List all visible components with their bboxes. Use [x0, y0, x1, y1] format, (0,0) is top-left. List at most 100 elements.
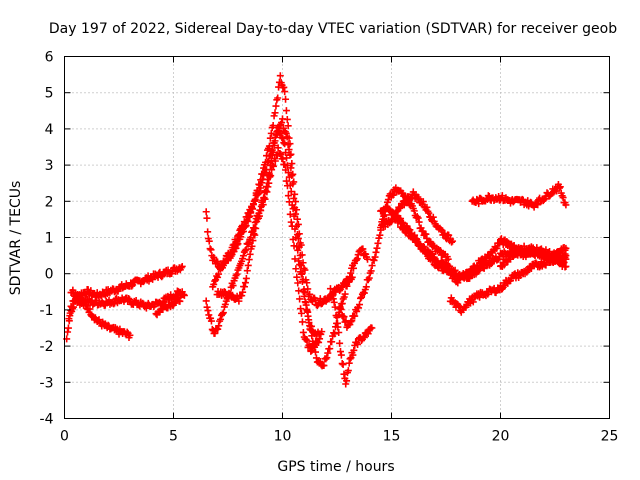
plus-marker — [261, 195, 269, 203]
y-tick-label: 1 — [45, 231, 54, 247]
plus-marker — [159, 272, 167, 280]
plus-marker — [534, 201, 542, 209]
plus-marker — [285, 198, 293, 206]
plus-marker — [355, 304, 363, 312]
plus-marker — [300, 292, 308, 300]
plus-marker — [251, 231, 259, 239]
plus-marker — [429, 213, 437, 221]
plus-marker — [370, 256, 378, 264]
plus-marker — [346, 273, 354, 281]
y-tick-label: 6 — [45, 50, 54, 66]
plus-marker — [276, 72, 284, 80]
plus-marker — [203, 303, 211, 311]
plus-marker — [376, 231, 384, 239]
plus-marker — [342, 380, 350, 388]
plus-marker — [64, 324, 72, 332]
plus-marker — [241, 279, 249, 287]
plus-marker — [214, 258, 222, 266]
plus-marker — [289, 235, 297, 243]
plus-marker — [110, 300, 118, 308]
tick-labels: 0 5 10 15 20 25 -4 -3 -2 -1 0 1 2 3 4 5 6 — [40, 50, 619, 445]
y-tick-label: 0 — [45, 267, 54, 283]
plus-marker — [227, 248, 235, 256]
plus-marker — [332, 288, 340, 296]
plus-marker — [503, 257, 511, 265]
plus-marker — [353, 255, 361, 263]
y-tick-label: 2 — [45, 194, 54, 210]
plus-marker — [359, 245, 367, 253]
plus-marker — [249, 237, 257, 245]
plus-marker — [308, 332, 316, 340]
plus-marker — [239, 288, 247, 296]
plus-marker — [244, 261, 252, 269]
plus-marker — [86, 305, 94, 313]
plus-marker — [266, 173, 274, 181]
plus-marker — [66, 312, 74, 320]
series-track-15 — [468, 180, 570, 211]
plus-marker — [206, 245, 214, 253]
plus-marker — [356, 301, 364, 309]
plus-marker — [411, 231, 419, 239]
plus-marker — [168, 269, 176, 277]
plus-marker — [278, 134, 286, 142]
plus-marker — [289, 205, 297, 213]
plus-marker — [323, 354, 331, 362]
plus-marker — [267, 147, 275, 155]
plus-marker — [493, 244, 501, 252]
plus-marker — [242, 274, 250, 282]
plus-marker — [473, 263, 481, 271]
plus-marker — [278, 119, 286, 127]
plus-marker — [257, 184, 265, 192]
plus-marker — [263, 158, 271, 166]
plus-marker — [283, 177, 291, 185]
plus-marker — [371, 253, 379, 261]
plus-marker — [158, 273, 166, 281]
plus-marker — [562, 201, 570, 209]
plus-marker — [255, 212, 263, 220]
plus-marker — [282, 149, 290, 157]
plus-marker — [243, 267, 251, 275]
plus-marker — [498, 285, 506, 293]
plus-marker — [281, 161, 289, 169]
plus-marker — [450, 272, 458, 280]
plus-marker — [217, 315, 225, 323]
plus-marker — [267, 129, 275, 137]
series-track-3 — [67, 286, 186, 312]
plus-marker — [288, 160, 296, 168]
plus-marker — [413, 238, 421, 246]
plus-marker — [354, 340, 362, 348]
plus-marker — [204, 307, 212, 315]
plus-marker — [559, 194, 567, 202]
plus-marker — [303, 279, 311, 287]
plus-marker — [233, 270, 241, 278]
plus-marker — [350, 346, 358, 354]
plus-marker — [339, 361, 347, 369]
plus-marker — [215, 322, 223, 330]
plus-marker — [272, 102, 280, 110]
plus-marker — [281, 88, 289, 96]
plus-marker — [238, 292, 246, 300]
plus-marker — [351, 312, 359, 320]
plus-marker — [344, 367, 352, 375]
plus-marker — [211, 277, 219, 285]
plus-marker — [290, 242, 298, 250]
plus-marker — [258, 179, 266, 187]
plus-marker — [343, 282, 351, 290]
plus-marker — [267, 172, 275, 180]
plus-marker — [315, 338, 323, 346]
plus-marker — [214, 325, 222, 333]
plus-marker — [239, 252, 247, 260]
plus-marker — [235, 297, 243, 305]
plus-marker — [265, 152, 273, 160]
plus-marker — [302, 301, 310, 309]
plus-marker — [347, 318, 355, 326]
plus-marker — [345, 276, 353, 284]
plus-marker — [316, 335, 324, 343]
plus-marker — [283, 182, 291, 190]
x-tick-label: 5 — [169, 429, 178, 445]
plus-marker — [241, 219, 249, 227]
plus-marker — [202, 297, 210, 305]
series-track-11 — [377, 188, 457, 246]
